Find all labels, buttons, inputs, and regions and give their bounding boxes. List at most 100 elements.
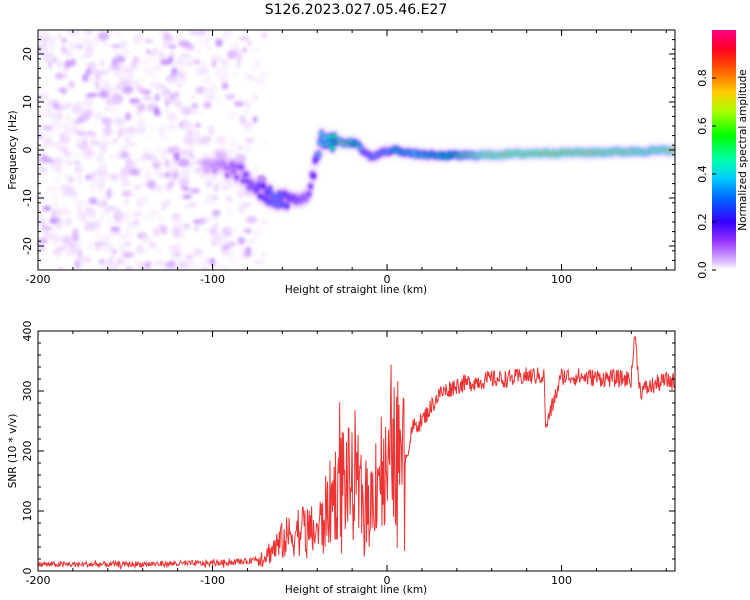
noise-blob xyxy=(171,171,179,180)
noise-blob xyxy=(260,140,269,146)
noise-blob xyxy=(173,60,184,67)
noise-blob xyxy=(158,124,171,133)
noise-blob xyxy=(61,191,67,198)
noise-blob xyxy=(181,73,187,84)
noise-blob xyxy=(189,202,198,208)
noise-blob xyxy=(252,116,258,124)
noise-blob xyxy=(107,65,113,71)
noise-blob xyxy=(121,78,133,87)
noise-blob xyxy=(122,251,135,258)
noise-blob xyxy=(133,175,146,181)
noise-blob xyxy=(238,246,250,252)
noise-blob xyxy=(57,61,63,68)
noise-blob xyxy=(83,225,95,232)
noise-blob xyxy=(185,59,193,68)
noise-blob xyxy=(78,114,91,122)
noise-blob xyxy=(217,182,224,189)
snr-line xyxy=(38,336,675,570)
noise-blob xyxy=(243,99,251,108)
noise-blob xyxy=(173,144,180,152)
noise-blob xyxy=(236,59,241,69)
spectrogram-x-label: Height of straight line (km) xyxy=(285,284,427,296)
noise-blob xyxy=(203,200,208,205)
noise-blob xyxy=(198,108,204,117)
noise-blob xyxy=(38,166,48,174)
noise-blob xyxy=(164,107,170,114)
noise-blob xyxy=(57,140,62,145)
noise-blob xyxy=(92,231,102,240)
noise-blob xyxy=(38,154,42,161)
noise-blob xyxy=(229,138,238,147)
noise-blob xyxy=(216,64,228,74)
noise-blob xyxy=(237,145,243,151)
noise-blob xyxy=(57,33,62,39)
noise-blob xyxy=(165,99,170,107)
noise-blob xyxy=(209,89,219,94)
noise-blob xyxy=(74,119,83,125)
noise-blob xyxy=(190,106,196,115)
noise-blob xyxy=(225,232,233,238)
noise-blob xyxy=(95,153,105,163)
noise-blob xyxy=(207,125,215,136)
noise-blob xyxy=(40,220,46,229)
noise-blob xyxy=(160,59,173,66)
noise-blob xyxy=(53,103,58,109)
noise-blob xyxy=(110,106,120,117)
noise-blob xyxy=(118,146,130,153)
noise-blob xyxy=(66,49,73,58)
noise-blob xyxy=(110,253,115,259)
noise-blob xyxy=(211,59,217,68)
noise-blob xyxy=(160,224,168,235)
noise-blob xyxy=(241,120,254,128)
noise-blob xyxy=(149,155,158,162)
noise-blob xyxy=(85,174,92,181)
noise-blob xyxy=(113,116,126,127)
noise-blob xyxy=(253,259,265,266)
noise-blob xyxy=(226,207,233,216)
noise-blob xyxy=(164,171,172,178)
noise-blob xyxy=(217,263,225,270)
noise-blob xyxy=(99,162,108,172)
noise-blob xyxy=(235,188,245,195)
spectrogram-y-axis: -20 -10 0 10 20 xyxy=(21,29,675,271)
noise-blob xyxy=(171,232,180,238)
noise-blob xyxy=(117,258,125,265)
noise-blob xyxy=(242,47,247,53)
track-core-cell xyxy=(332,134,337,139)
noise-blob xyxy=(215,38,224,48)
noise-blob xyxy=(93,246,103,251)
noise-blob xyxy=(244,137,255,144)
snr-y-axis: 0 100 200 300 400 xyxy=(21,321,675,575)
noise-blob xyxy=(232,70,237,79)
noise-blob xyxy=(133,34,142,43)
noise-blob xyxy=(242,72,250,82)
noise-blob xyxy=(96,202,102,209)
noise-blob xyxy=(102,173,114,179)
noise-blob xyxy=(192,130,201,140)
noise-blob xyxy=(125,265,133,270)
noise-blob xyxy=(143,196,150,205)
noise-blob xyxy=(60,236,70,244)
noise-blob xyxy=(189,155,196,160)
noise-blob xyxy=(56,218,63,229)
noise-blob xyxy=(221,37,226,43)
noise-blob xyxy=(107,153,118,160)
noise-blob xyxy=(49,162,59,171)
noise-blob xyxy=(253,60,262,67)
noise-blob xyxy=(170,160,176,171)
y-tick-label: 100 xyxy=(21,501,34,522)
x-tick-label: 0 xyxy=(384,574,391,587)
noise-blob xyxy=(191,212,197,218)
noise-blob xyxy=(50,235,59,245)
noise-blob xyxy=(161,92,171,101)
noise-blob xyxy=(77,209,82,216)
noise-blob xyxy=(187,190,194,200)
noise-blob xyxy=(137,117,146,126)
noise-blob xyxy=(107,257,114,264)
x-tick-label: 100 xyxy=(551,273,572,286)
noise-blob xyxy=(153,231,161,237)
noise-blob xyxy=(58,145,68,152)
noise-blob xyxy=(181,107,191,116)
noise-blob xyxy=(211,215,219,220)
